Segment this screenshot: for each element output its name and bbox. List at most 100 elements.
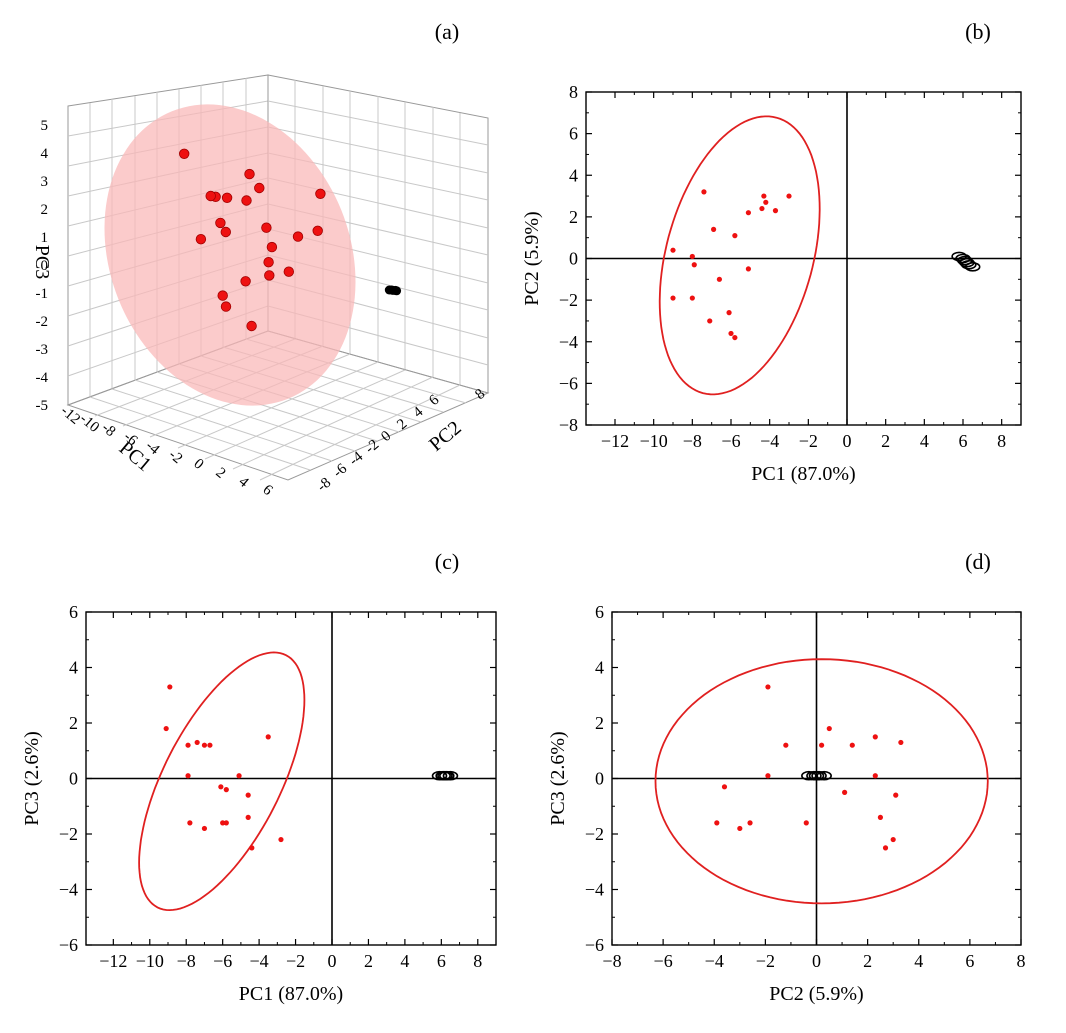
- group1-point: [689, 295, 695, 301]
- x-tick-label: −4: [705, 951, 724, 971]
- y-tick-label: 4: [595, 658, 604, 678]
- y-tick-label: −2: [585, 824, 604, 844]
- group1-point: [218, 784, 224, 790]
- group1-point: [249, 845, 255, 851]
- group1-point: [765, 773, 771, 779]
- y-tick-label: -4: [346, 448, 366, 469]
- group1-point: [761, 193, 767, 199]
- x-tick-label: −2: [286, 951, 305, 971]
- group1-point-3d: [217, 290, 228, 301]
- y-tick-label: 6: [595, 602, 604, 622]
- panel-label-d: (d): [965, 549, 991, 574]
- y-tick-label: 0: [69, 769, 78, 789]
- x-tick-label: 0: [328, 951, 337, 971]
- group1-point-3d: [312, 225, 323, 237]
- group1-point: [207, 742, 213, 748]
- group1-point-3d: [315, 188, 326, 200]
- group1-point-3d: [261, 222, 272, 233]
- y-axis-title: PC2: [425, 417, 466, 456]
- confidence-ellipse-group1: [658, 115, 821, 396]
- z-tick-label: -5: [36, 398, 49, 414]
- group1-point: [163, 725, 169, 732]
- group1-point: [726, 310, 732, 316]
- group1-point: [745, 210, 752, 216]
- group1-point: [194, 739, 200, 746]
- group1-point-3d: [220, 301, 232, 312]
- group1-point-3d: [178, 148, 190, 160]
- z-tick-label: 5: [41, 118, 49, 134]
- z-tick-label: -2: [36, 314, 49, 330]
- group1-point-3d: [240, 276, 251, 287]
- group1-point-3d: [215, 217, 226, 229]
- x-tick-label: −10: [136, 951, 164, 971]
- group1-point-3d: [220, 226, 232, 238]
- x-tick-label: −12: [601, 431, 629, 451]
- x-tick-label: 8: [1017, 951, 1026, 971]
- pc3-axis: 5 4 3 2 1 0 -1 -2 -3 -4 -5 PC3: [31, 118, 53, 414]
- group1-point: [245, 814, 251, 820]
- x-axis-title: PC1 (87.0%): [751, 463, 855, 485]
- z-axis-title: PC3: [31, 245, 53, 279]
- group1-point: [849, 742, 855, 748]
- x-tick-label: −2: [756, 951, 775, 971]
- group1-point: [898, 739, 904, 746]
- group1-point: [711, 226, 717, 232]
- x-tick-label: −6: [654, 951, 673, 971]
- panel-label-c: (c): [435, 549, 459, 574]
- group1-point: [872, 773, 878, 779]
- group1-point-3d: [254, 182, 265, 194]
- group1-point: [759, 205, 765, 212]
- x-tick-label: -2: [165, 447, 185, 467]
- y-tick-label: −6: [59, 935, 78, 955]
- group1-point: [732, 334, 738, 341]
- group1-point: [786, 193, 792, 199]
- y-tick-label: −4: [559, 332, 578, 352]
- group1-point: [223, 787, 229, 793]
- z-tick-label: 1: [41, 230, 49, 246]
- y-tick-label: −6: [559, 373, 578, 393]
- y-tick-label: 0: [378, 428, 394, 445]
- y-tick-label: −6: [585, 935, 604, 955]
- group1-point: [716, 276, 723, 282]
- group1-point: [763, 199, 769, 205]
- y-axis-title: PC2 (5.9%): [521, 211, 543, 305]
- group1-point: [728, 330, 734, 337]
- pc1-axis: -12 -10 -8 -6 -4 -2 0 2 4 6 PC1: [57, 403, 275, 499]
- group2-ellipse-point: [801, 770, 817, 781]
- group1-point: [670, 295, 676, 301]
- group1-point: [803, 820, 809, 826]
- x-tick-label: −6: [721, 431, 740, 451]
- panel-a-3d-scatter: 5 4 3 2 1 0 -1 -2 -3 -4 -5 PC3 -12 -10 -…: [31, 74, 490, 499]
- z-tick-label: -3: [36, 342, 49, 358]
- y-tick-label: 0: [595, 769, 604, 789]
- x-tick-label: 2: [364, 951, 373, 971]
- group1-point: [890, 836, 896, 843]
- group1-point: [882, 845, 889, 851]
- group1-point: [826, 725, 832, 732]
- group1-point: [732, 233, 738, 239]
- z-tick-label: -1: [36, 286, 49, 302]
- x-tick-label: 0: [190, 456, 206, 473]
- y-tick-label: 0: [569, 249, 578, 269]
- group1-point: [872, 734, 878, 740]
- group1-point-3d: [292, 231, 304, 242]
- y-tick-label: -8: [314, 475, 334, 495]
- group1-point: [772, 208, 779, 214]
- y-tick-label: −8: [559, 415, 578, 435]
- y-tick-label: 2: [569, 207, 578, 227]
- x-tick-label: −6: [213, 951, 232, 971]
- group1-point: [765, 684, 771, 690]
- x-tick-label: −8: [177, 951, 196, 971]
- x-tick-label: 2: [863, 951, 872, 971]
- group2-ellipse-point: [964, 262, 981, 272]
- group1-point-3d: [205, 190, 216, 202]
- y-tick-label: 8: [569, 82, 578, 102]
- group2-ellipse-point: [811, 770, 827, 781]
- x-tick-label: 0: [812, 951, 821, 971]
- x-tick-label: 8: [473, 951, 482, 971]
- confidence-ellipse-group1: [654, 658, 989, 905]
- group1-point: [278, 836, 284, 843]
- group1-point: [245, 792, 251, 798]
- x-tick-label: −8: [602, 951, 621, 971]
